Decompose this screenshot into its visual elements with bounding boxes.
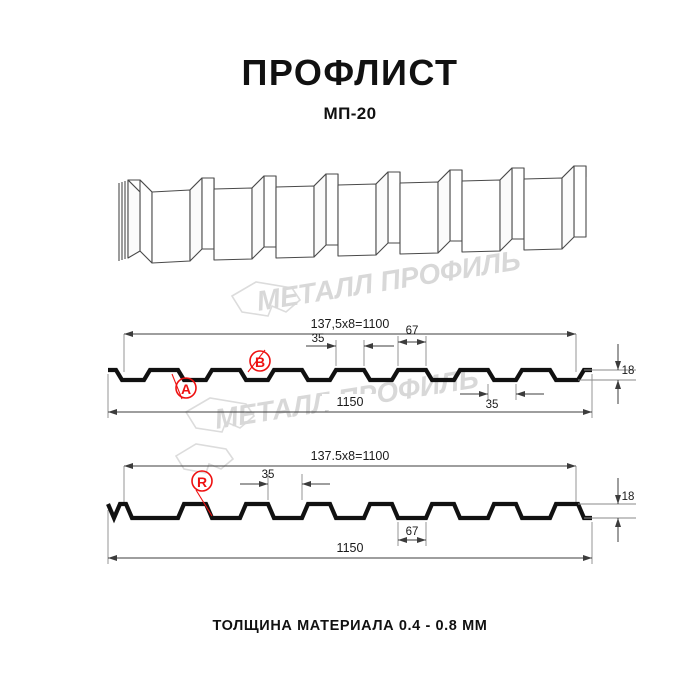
dim-35-upper-label-s1: 35 bbox=[312, 333, 325, 345]
watermark-section2 bbox=[174, 443, 235, 474]
profile-outline-bottom bbox=[106, 501, 592, 524]
dim-height-label-s1: 18 bbox=[622, 365, 635, 377]
dim-35-lower-label-s1: 35 bbox=[486, 399, 499, 411]
dimension-height-s1: 18 bbox=[578, 344, 636, 404]
callout-a: A bbox=[171, 373, 197, 400]
callout-b-label: B bbox=[255, 354, 265, 370]
dim-35-label-s2: 35 bbox=[262, 469, 275, 481]
dim-pitch-label-s1: 137,5x8=1100 bbox=[311, 317, 390, 331]
profile-outline-top bbox=[108, 367, 592, 383]
title-block: ПРОФЛИСТ МП-20 bbox=[0, 54, 700, 124]
dimension-35-s2: 35 bbox=[240, 469, 330, 500]
page-title: ПРОФЛИСТ bbox=[241, 52, 459, 93]
dimension-top-pitch-s1: 137,5x8=1100 bbox=[123, 316, 577, 372]
dim-total-label-s2: 1150 bbox=[337, 541, 364, 555]
dimension-67-s2: 67 bbox=[397, 522, 427, 546]
dim-height-label-s2: 18 bbox=[622, 491, 635, 503]
dim-pitch-label-s2: 137.5x8=1100 bbox=[311, 449, 390, 463]
dim-total-label-s1: 1150 bbox=[337, 395, 364, 409]
model-subtitle: МП-20 bbox=[323, 103, 377, 123]
callout-a-label: A bbox=[181, 381, 191, 397]
dim-67-label-s2: 67 bbox=[406, 526, 419, 538]
material-thickness-note: ТОЛЩИНА МАТЕРИАЛА 0.4 - 0.8 ММ bbox=[212, 618, 488, 634]
cross-section-top: 137,5x8=1100 35 67 bbox=[107, 316, 636, 418]
callout-r-label: R bbox=[197, 474, 207, 490]
dimension-total-s2: 1150 bbox=[107, 510, 593, 564]
dimension-height-s2: 18 bbox=[578, 478, 636, 542]
callout-b: B bbox=[247, 349, 271, 373]
dimension-top-pitch-s2: 137.5x8=1100 bbox=[123, 448, 577, 504]
dimension-35-lower-s1: 35 bbox=[460, 384, 544, 411]
dimension-35-upper-s1: 35 bbox=[306, 333, 394, 366]
callout-r: R bbox=[191, 470, 213, 517]
dimension-67-s1: 67 bbox=[397, 325, 427, 366]
dim-67-label-s1: 67 bbox=[406, 325, 419, 337]
dimension-total-s1: 1150 bbox=[107, 374, 593, 418]
isometric-sheet-view bbox=[118, 165, 587, 264]
cross-section-bottom: 137.5x8=1100 35 67 bbox=[106, 448, 636, 564]
